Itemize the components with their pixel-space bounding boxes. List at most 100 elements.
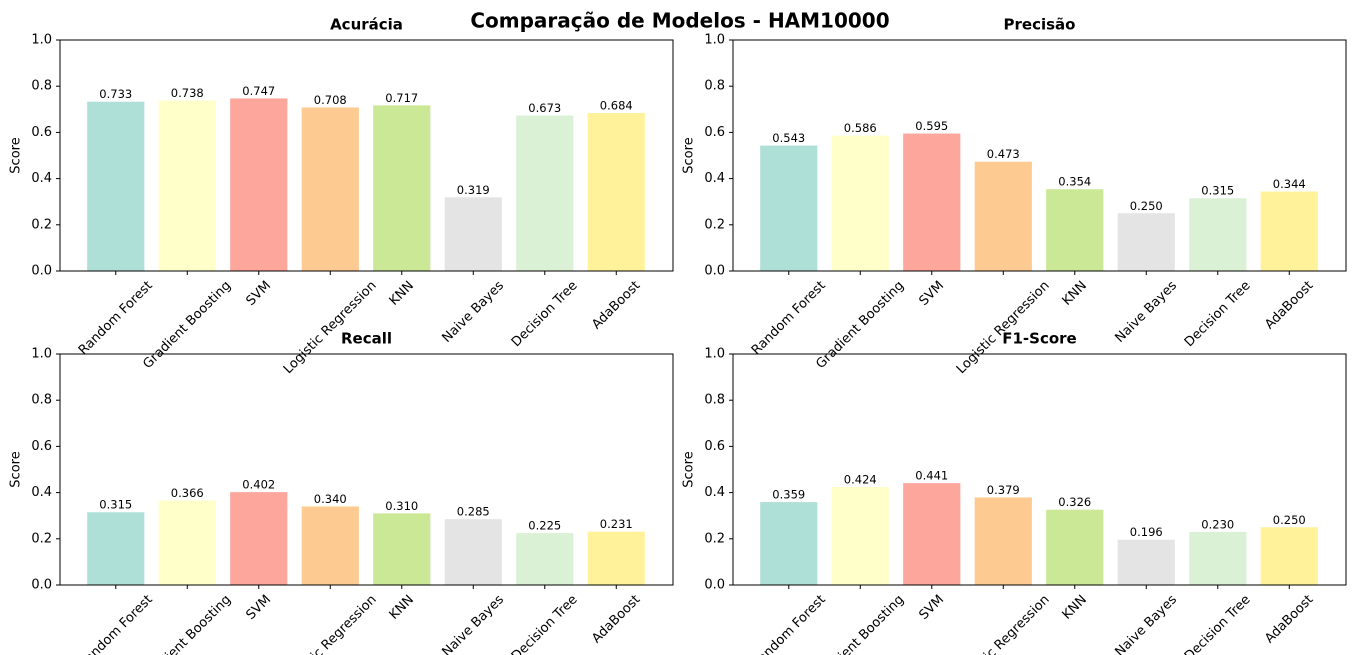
bar bbox=[1189, 198, 1247, 271]
y-tick-label: 0.8 bbox=[704, 79, 725, 94]
x-tick-label: Decision Tree bbox=[509, 278, 581, 350]
bar bbox=[831, 487, 889, 585]
value-label: 0.717 bbox=[385, 91, 418, 105]
value-label: 0.250 bbox=[1273, 513, 1306, 527]
value-label: 0.673 bbox=[528, 101, 561, 115]
bar bbox=[831, 135, 889, 271]
bar bbox=[373, 105, 431, 271]
value-label: 0.310 bbox=[385, 499, 418, 513]
value-label: 0.473 bbox=[987, 147, 1020, 161]
x-tick-label: Gradient Boosting bbox=[813, 278, 907, 372]
value-label: 0.315 bbox=[99, 498, 132, 512]
bar bbox=[1046, 509, 1104, 585]
value-label: 0.595 bbox=[915, 119, 948, 133]
y-tick-label: 0.6 bbox=[704, 125, 725, 140]
bar bbox=[587, 531, 645, 585]
bar bbox=[373, 513, 431, 585]
value-label: 0.196 bbox=[1130, 525, 1163, 539]
value-label: 0.441 bbox=[915, 469, 948, 483]
value-label: 0.315 bbox=[1201, 184, 1234, 198]
value-label: 0.319 bbox=[457, 183, 490, 197]
x-tick-label: KNN bbox=[387, 278, 417, 308]
y-tick-label: 0.4 bbox=[31, 171, 52, 186]
y-tick-label: 0.4 bbox=[704, 485, 725, 500]
x-tick-label: Naive Bayes bbox=[440, 278, 508, 346]
axes-frame bbox=[59, 39, 674, 272]
x-tick-label: Decision Tree bbox=[1182, 278, 1254, 350]
axes-title: F1-Score bbox=[1002, 330, 1076, 348]
subplot: 0.315 0.366 0.402 0.340 0.310 0.285 0.225 0.231… bbox=[9, 330, 674, 655]
y-tick-label: 0.0 bbox=[704, 578, 725, 593]
y-tick-label: 0.4 bbox=[704, 171, 725, 186]
x-tick-label: Logistic Regression bbox=[954, 592, 1053, 655]
value-label: 0.326 bbox=[1058, 495, 1091, 509]
value-label: 0.402 bbox=[242, 478, 275, 492]
bar bbox=[301, 506, 359, 585]
bar bbox=[903, 483, 961, 585]
bar bbox=[1260, 527, 1318, 585]
x-tick-label: SVM bbox=[243, 592, 274, 623]
bar bbox=[974, 497, 1032, 585]
y-tick-label: 0.4 bbox=[31, 485, 52, 500]
x-tick-label: Logistic Regression bbox=[954, 278, 1053, 377]
x-tick-label: Random Forest bbox=[76, 278, 156, 358]
y-tick-label: 0.2 bbox=[704, 217, 725, 232]
value-label: 0.354 bbox=[1058, 175, 1091, 189]
axes-title: Precisão bbox=[1004, 16, 1076, 34]
bar bbox=[974, 161, 1032, 271]
x-tick-label: Naive Bayes bbox=[1113, 278, 1181, 346]
y-tick-label: 0.0 bbox=[31, 578, 52, 593]
y-axis-label: Score bbox=[682, 137, 697, 173]
value-label: 0.344 bbox=[1273, 177, 1306, 191]
y-tick-label: 0.2 bbox=[704, 531, 725, 546]
x-tick-label: SVM bbox=[916, 592, 947, 623]
x-tick-label: Logistic Regression bbox=[281, 592, 380, 655]
value-label: 0.379 bbox=[987, 483, 1020, 497]
value-label: 0.366 bbox=[171, 486, 204, 500]
bar bbox=[516, 115, 574, 271]
y-axis-label: Score bbox=[9, 137, 24, 173]
bar bbox=[516, 533, 574, 585]
value-label: 0.225 bbox=[528, 519, 561, 533]
value-label: 0.738 bbox=[171, 86, 204, 100]
x-tick-label: Random Forest bbox=[749, 278, 829, 358]
x-tick-label: Random Forest bbox=[749, 592, 829, 655]
value-label: 0.747 bbox=[242, 84, 275, 98]
x-tick-label: AdaBoost bbox=[1262, 592, 1316, 646]
y-tick-label: 0.8 bbox=[704, 393, 725, 408]
y-tick-label: 0.6 bbox=[31, 439, 52, 454]
bar bbox=[760, 145, 818, 271]
y-tick-label: 1.0 bbox=[31, 347, 52, 362]
bar bbox=[444, 519, 502, 585]
x-tick-label: Naive Bayes bbox=[1113, 592, 1181, 655]
axes-title: Recall bbox=[341, 330, 392, 348]
bar bbox=[760, 502, 818, 585]
bar bbox=[87, 101, 145, 271]
y-tick-label: 0.2 bbox=[31, 531, 52, 546]
x-tick-label: Decision Tree bbox=[509, 592, 581, 655]
x-tick-label: AdaBoost bbox=[589, 592, 643, 646]
value-label: 0.285 bbox=[457, 505, 490, 519]
axes-frame bbox=[59, 353, 674, 586]
value-label: 0.340 bbox=[314, 492, 347, 506]
y-axis-label: Score bbox=[9, 451, 24, 487]
bar bbox=[158, 500, 216, 585]
y-tick-label: 0.6 bbox=[31, 125, 52, 140]
value-label: 0.424 bbox=[844, 473, 877, 487]
x-tick-label: Naive Bayes bbox=[440, 592, 508, 655]
x-tick-label: Random Forest bbox=[76, 592, 156, 655]
bar bbox=[1046, 189, 1104, 271]
y-tick-label: 0.8 bbox=[31, 79, 52, 94]
subplot: 0.359 0.424 0.441 0.379 0.326 0.196 0.230 0.250… bbox=[682, 330, 1347, 655]
axes-frame bbox=[732, 39, 1347, 272]
y-tick-label: 0.8 bbox=[31, 393, 52, 408]
y-tick-label: 0.0 bbox=[31, 264, 52, 279]
y-tick-label: 0.6 bbox=[704, 439, 725, 454]
y-tick-label: 1.0 bbox=[704, 347, 725, 362]
value-label: 0.231 bbox=[600, 517, 633, 531]
x-tick-label: Decision Tree bbox=[1182, 592, 1254, 655]
x-tick-label: KNN bbox=[387, 592, 417, 622]
value-label: 0.684 bbox=[600, 98, 633, 112]
subplot: 0.733 0.738 0.747 0.708 0.717 0.319 0.673 0.684… bbox=[9, 16, 674, 377]
